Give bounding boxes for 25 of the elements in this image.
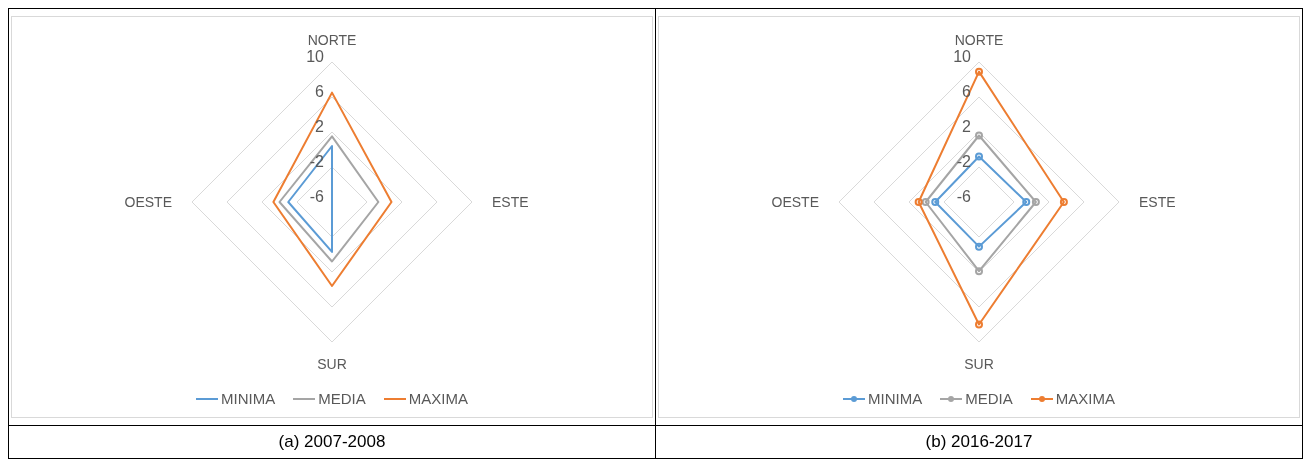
spoke-label: NORTE bbox=[307, 32, 357, 48]
spoke-label: OESTE bbox=[771, 194, 819, 210]
legend-label: MAXIMA bbox=[408, 390, 468, 407]
spoke-label: ESTE bbox=[1139, 194, 1176, 210]
legend-label: MINIMA bbox=[868, 390, 923, 407]
y-tick-label: 6 bbox=[315, 83, 325, 100]
text: (b) 2016-2017 bbox=[655, 425, 1303, 459]
y-tick-label: -6 bbox=[956, 188, 972, 205]
y-tick-label: 2 bbox=[315, 118, 325, 135]
legend-label: MAXIMA bbox=[1055, 390, 1115, 407]
legend-label: MINIMA bbox=[221, 390, 276, 407]
legend-label: MEDIA bbox=[965, 390, 1013, 407]
spoke-label: OESTE bbox=[124, 194, 172, 210]
spoke-label: SUR bbox=[317, 356, 347, 372]
spoke-label: ESTE bbox=[492, 194, 529, 210]
y-tick-label: -2 bbox=[956, 153, 972, 170]
y-tick-label: -6 bbox=[309, 188, 325, 205]
y-tick-label: 10 bbox=[953, 48, 972, 65]
spoke-label: SUR bbox=[964, 356, 994, 372]
text: (a) 2007-2008 bbox=[8, 425, 656, 459]
legend-label: MEDIA bbox=[318, 390, 366, 407]
y-tick-label: 10 bbox=[306, 48, 325, 65]
spoke-label: NORTE bbox=[954, 32, 1004, 48]
y-tick-label: 6 bbox=[962, 83, 972, 100]
y-tick-label: 2 bbox=[962, 118, 972, 135]
